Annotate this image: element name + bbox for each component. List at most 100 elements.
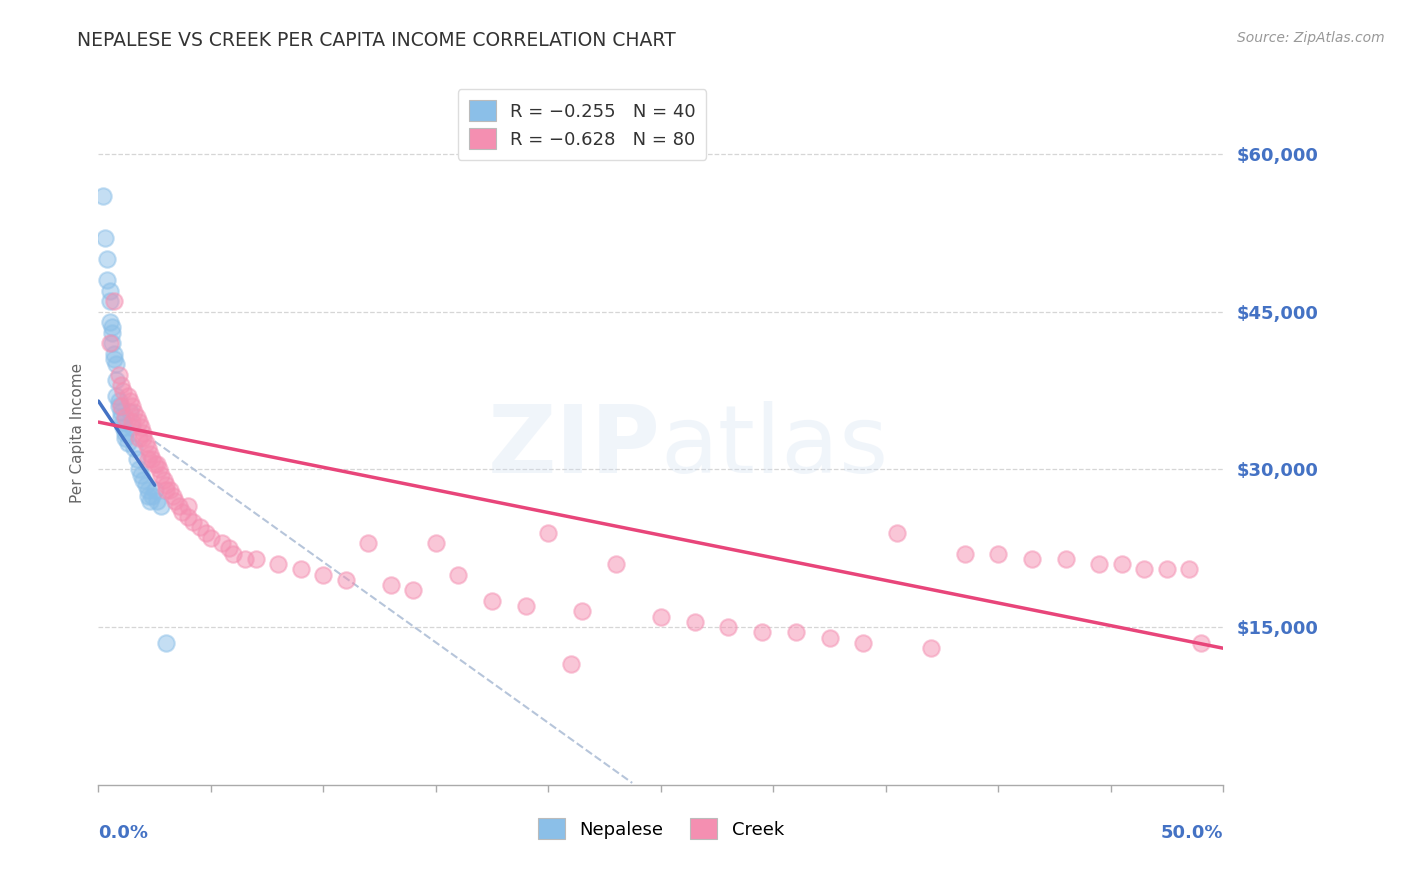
Point	[136, 442, 159, 456]
Point	[132, 431, 155, 445]
Point	[112, 415, 135, 429]
Point	[117, 436, 139, 450]
Point	[128, 462, 150, 476]
Point	[105, 389, 128, 403]
Point	[1156, 562, 1178, 576]
Point	[112, 420, 135, 434]
Point	[107, 394, 129, 409]
Point	[177, 509, 200, 524]
Point	[447, 567, 470, 582]
Point	[110, 404, 132, 418]
Point	[267, 557, 290, 571]
Point	[222, 547, 245, 561]
Point	[135, 478, 157, 492]
Point	[98, 336, 121, 351]
Point	[650, 609, 672, 624]
Point	[107, 400, 129, 414]
Point	[141, 489, 163, 503]
Point	[143, 483, 166, 498]
Point	[245, 551, 267, 566]
Point	[146, 457, 169, 471]
Point	[162, 489, 184, 503]
Point	[987, 547, 1010, 561]
Point	[312, 567, 335, 582]
Point	[357, 536, 380, 550]
Point	[152, 473, 174, 487]
Text: Source: ZipAtlas.com: Source: ZipAtlas.com	[1237, 31, 1385, 45]
Point	[110, 378, 132, 392]
Text: NEPALESE VS CREEK PER CAPITA INCOME CORRELATION CHART: NEPALESE VS CREEK PER CAPITA INCOME CORR…	[77, 31, 676, 50]
Point	[605, 557, 627, 571]
Point	[169, 500, 191, 514]
Point	[136, 451, 159, 466]
Point	[124, 404, 146, 418]
Point	[101, 320, 124, 334]
Point	[101, 336, 124, 351]
Point	[129, 420, 152, 434]
Point	[402, 583, 425, 598]
Point	[139, 447, 162, 461]
Point	[125, 451, 148, 466]
Point	[96, 273, 118, 287]
Point	[114, 425, 136, 440]
Point	[94, 231, 117, 245]
Point	[211, 536, 233, 550]
Point	[155, 478, 177, 492]
Point	[132, 425, 155, 440]
Point	[852, 636, 875, 650]
Point	[148, 462, 170, 476]
Point	[114, 409, 136, 424]
Point	[143, 457, 166, 471]
Point	[105, 357, 128, 371]
Point	[118, 404, 141, 418]
Point	[163, 494, 186, 508]
Point	[1133, 562, 1156, 576]
Point	[141, 451, 163, 466]
Point	[177, 500, 200, 514]
Point	[98, 284, 121, 298]
Point	[818, 631, 841, 645]
Y-axis label: Per Capita Income: Per Capita Income	[69, 362, 84, 503]
Point	[560, 657, 582, 671]
Point	[425, 536, 447, 550]
Point	[1021, 551, 1043, 566]
Point	[886, 525, 908, 540]
Text: 0.0%: 0.0%	[98, 823, 149, 842]
Point	[195, 525, 218, 540]
Point	[683, 615, 706, 629]
Point	[1111, 557, 1133, 571]
Point	[181, 515, 204, 529]
Point	[515, 599, 537, 614]
Point	[155, 483, 177, 498]
Point	[124, 442, 146, 456]
Point	[139, 494, 162, 508]
Point	[537, 525, 560, 540]
Point	[121, 415, 143, 429]
Point	[1178, 562, 1201, 576]
Point	[170, 504, 193, 518]
Point	[103, 347, 125, 361]
Point	[335, 573, 357, 587]
Point	[121, 400, 143, 414]
Text: 50.0%: 50.0%	[1161, 823, 1223, 842]
Point	[200, 531, 222, 545]
Point	[136, 489, 159, 503]
Point	[98, 294, 121, 309]
Point	[117, 389, 139, 403]
Legend: Nepalese, Creek: Nepalese, Creek	[530, 811, 792, 847]
Point	[188, 520, 211, 534]
Point	[920, 641, 942, 656]
Point	[290, 562, 312, 576]
Point	[150, 500, 173, 514]
Point	[110, 409, 132, 424]
Point	[1054, 551, 1077, 566]
Point	[150, 467, 173, 482]
Point	[571, 604, 593, 618]
Point	[785, 625, 807, 640]
Point	[380, 578, 402, 592]
Point	[136, 483, 159, 498]
Point	[105, 373, 128, 387]
Point	[125, 409, 148, 424]
Point	[103, 294, 125, 309]
Point	[717, 620, 740, 634]
